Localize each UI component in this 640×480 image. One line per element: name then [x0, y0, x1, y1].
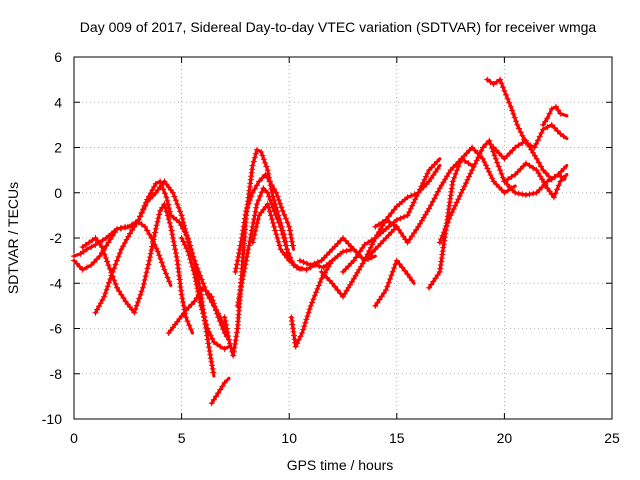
x-tick-label: 10 — [281, 430, 297, 446]
series-20 — [426, 144, 517, 291]
y-tick-label: 0 — [54, 185, 62, 201]
series-markers — [234, 185, 300, 309]
series-markers — [79, 201, 194, 333]
series-13 — [288, 247, 356, 350]
series-markers — [490, 137, 565, 183]
y-tick-label: -8 — [50, 366, 63, 382]
x-axis-title: GPS time / hours — [287, 457, 394, 473]
series-markers — [484, 76, 567, 151]
series-markers — [288, 247, 354, 350]
x-tick-label: 0 — [70, 430, 78, 446]
y-axis-title: SDTVAR / TECUs — [5, 182, 21, 294]
y-tick-labels: -10 -8 -6 -4 -2 0 2 4 6 — [42, 49, 62, 427]
y-tick-label: -6 — [50, 321, 63, 337]
series-24 — [501, 160, 569, 201]
series-17 — [361, 164, 442, 264]
y-tick-label: 2 — [54, 140, 62, 156]
series-markers — [361, 165, 441, 264]
series-10 — [232, 171, 296, 275]
series-markers — [372, 257, 415, 309]
series-12 — [249, 201, 334, 273]
y-tick-label: -10 — [42, 411, 62, 427]
y-tick-label: 4 — [54, 94, 62, 110]
chart-title: Day 009 of 2017, Sidereal Day-to-day VTE… — [80, 19, 597, 35]
series-markers — [208, 379, 228, 407]
ticks-layer — [73, 56, 613, 420]
x-tick-label: 25 — [604, 430, 620, 446]
series-18 — [372, 257, 416, 309]
series-25 — [540, 103, 569, 128]
series-markers — [372, 155, 472, 246]
series-line — [223, 148, 291, 358]
series-markers — [540, 103, 564, 128]
x-tick-label: 5 — [178, 430, 186, 446]
series-14 — [297, 235, 377, 269]
series-3 — [79, 201, 194, 335]
series-11 — [234, 185, 302, 309]
series-markers — [178, 235, 228, 352]
series-line — [541, 105, 569, 127]
series-markers — [501, 160, 567, 201]
x-tick-label: 20 — [497, 430, 513, 446]
series-line — [289, 247, 356, 349]
series-9 — [221, 146, 292, 359]
series-15 — [318, 225, 399, 300]
series-line — [485, 77, 569, 150]
y-tick-label: -2 — [50, 230, 63, 246]
series-22 — [484, 76, 569, 151]
x-tick-labels: 0 5 10 15 20 25 — [70, 430, 620, 446]
series-layer — [71, 76, 569, 407]
series-19 — [372, 155, 474, 246]
y-tick-label: -4 — [50, 275, 63, 291]
series-23 — [490, 137, 567, 183]
x-tick-label: 15 — [389, 430, 405, 446]
series-7 — [178, 235, 231, 352]
series-markers — [232, 171, 296, 275]
y-tick-label: 6 — [54, 49, 62, 65]
series-markers — [221, 146, 292, 359]
series-8 — [208, 376, 231, 407]
series-markers — [249, 201, 333, 273]
